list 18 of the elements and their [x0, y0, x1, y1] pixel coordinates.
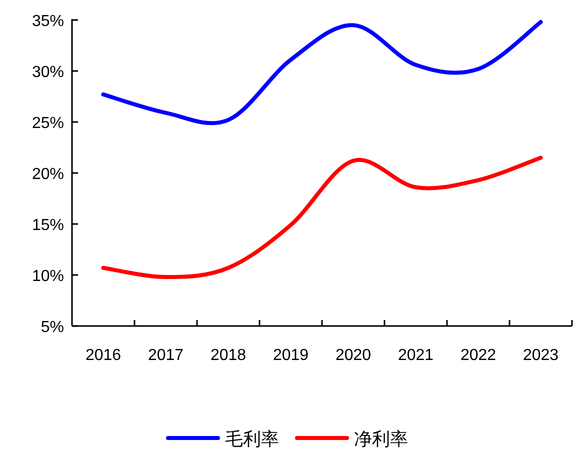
- x-tick-label: 2020: [335, 347, 372, 364]
- y-tick-label: 30%: [32, 64, 64, 81]
- y-tick-label: 25%: [32, 115, 64, 132]
- x-tick-label: 2018: [210, 347, 246, 364]
- legend-label: 净利率: [354, 429, 408, 449]
- x-tick-label: 2022: [460, 347, 496, 364]
- x-tick-label: 2016: [85, 347, 122, 364]
- line-series: [101, 156, 543, 280]
- x-tick-label: 2023: [522, 347, 559, 364]
- legend-label: 毛利率: [225, 429, 279, 449]
- x-tick-label: 2019: [272, 347, 309, 364]
- x-tick-label: 2021: [398, 347, 434, 364]
- y-tick-label: 35%: [32, 13, 64, 30]
- y-tick-label: 5%: [40, 319, 64, 336]
- x-tick-label: 2017: [148, 347, 184, 364]
- y-tick-label: 15%: [32, 217, 64, 234]
- y-tick-label: 10%: [32, 268, 64, 285]
- y-tick-label: 20%: [32, 166, 64, 183]
